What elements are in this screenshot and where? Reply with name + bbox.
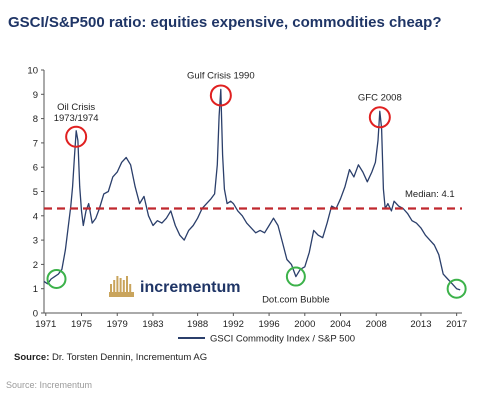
x-tick-label: 1983	[142, 319, 163, 330]
annotation-label: Median: 4.1	[405, 189, 455, 200]
green-highlight-circle	[285, 266, 306, 287]
x-tick-label: 1979	[107, 319, 128, 330]
y-tick-label: 4	[33, 211, 38, 222]
x-tick-label: 2000	[294, 319, 315, 330]
logo-bar	[113, 280, 116, 292]
x-tick-label: 2008	[366, 319, 387, 330]
annotation-label: GFC 2008	[358, 92, 402, 103]
x-tick-label: 1975	[71, 319, 92, 330]
y-tick-label: 6	[33, 163, 38, 174]
annotation-label: 1973/1974	[54, 113, 99, 124]
logo-text: incrementum	[140, 279, 240, 296]
x-tick-label: 2004	[330, 319, 351, 330]
y-tick-label: 8	[33, 114, 38, 125]
source-text: Dr. Torsten Dennin, Incrementum AG	[52, 352, 208, 363]
incrementum-logo: incrementum	[109, 276, 240, 297]
y-tick-label: 9	[33, 90, 38, 101]
red-highlight-circle	[209, 84, 232, 107]
x-tick-label: 2013	[410, 319, 431, 330]
logo-bar	[129, 284, 132, 292]
y-tick-label: 2	[33, 260, 38, 271]
y-tick-label: 1	[33, 284, 38, 295]
chart-title: GSCI/S&P500 ratio: equities expensive, c…	[8, 14, 442, 31]
x-tick-label: 1992	[223, 319, 244, 330]
logo-base	[109, 292, 134, 297]
logo-bar	[110, 284, 112, 292]
green-highlight-circle	[446, 278, 467, 299]
logo-bar	[116, 276, 119, 292]
axes-group	[43, 70, 462, 314]
x-tick-label: 1996	[259, 319, 280, 330]
footer-source: Source: Incrementum	[6, 380, 93, 390]
red-highlight-circle	[65, 125, 88, 148]
y-tick-label: 0	[33, 309, 38, 320]
logo-bar	[122, 280, 125, 292]
red-highlight-circle	[368, 106, 391, 129]
annotation-label: Oil Crisis	[57, 102, 95, 113]
annotation-label: Dot.com Bubble	[262, 295, 330, 306]
x-tick-label: 1971	[35, 319, 56, 330]
logo-bar	[126, 276, 128, 292]
x-tick-label: 2017	[446, 319, 467, 330]
annotation-label: Gulf Crisis 1990	[187, 70, 255, 81]
x-tick-label: 1988	[187, 319, 208, 330]
source-note: Source: Dr. Torsten Dennin, Incrementum …	[14, 352, 207, 363]
ticks-group: 0 1 2 3 4 5 6 7 8 9 10 1971 1975 1979 1983 1988 1992 1996…	[27, 66, 467, 331]
y-tick-label: 10	[27, 66, 38, 77]
legend-group: GSCI Commodity Index / S&P 500	[178, 334, 355, 345]
logo-bar	[119, 278, 122, 292]
source-label: Source:	[14, 352, 50, 363]
series-line-ratio	[43, 88, 461, 291]
green-highlight-circle	[46, 268, 67, 289]
plot-group	[43, 88, 462, 291]
y-tick-label: 3	[33, 236, 38, 247]
legend-label-ratio: GSCI Commodity Index / S&P 500	[210, 334, 355, 345]
y-tick-label: 5	[33, 187, 38, 198]
y-tick-label: 7	[33, 138, 38, 149]
